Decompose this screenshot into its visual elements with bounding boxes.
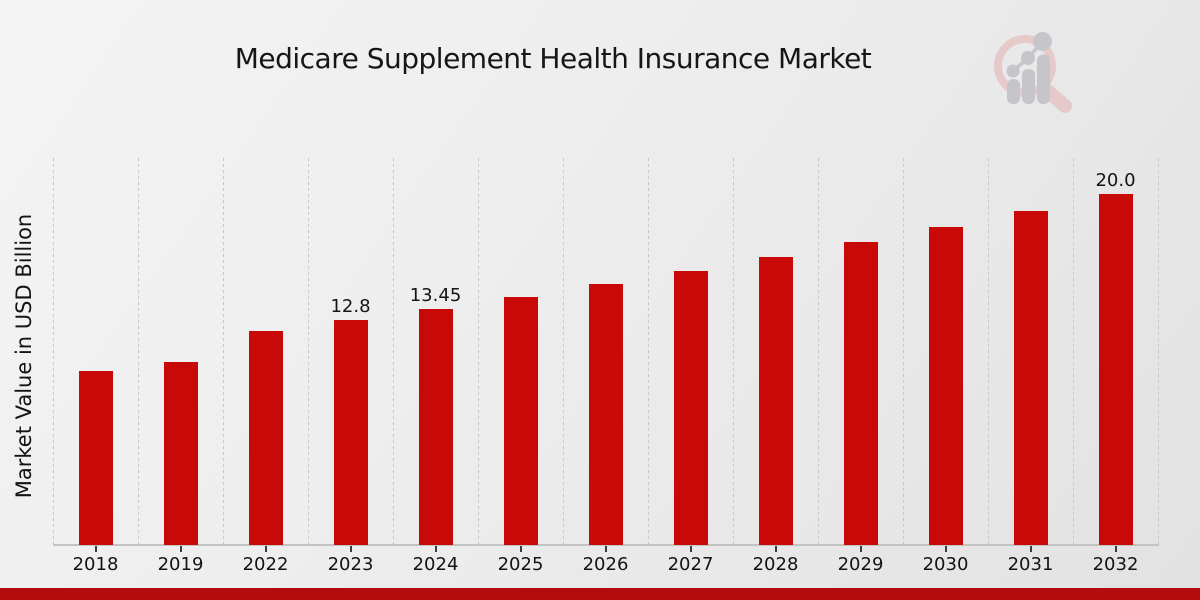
- x-axis-tick: [349, 546, 352, 552]
- gridline: [563, 158, 564, 545]
- x-axis-tick: [264, 546, 267, 552]
- x-axis-tick: [944, 546, 947, 552]
- x-axis-tick: [859, 546, 862, 552]
- value-label-2023: 12.8: [330, 296, 371, 317]
- bar-2024: [418, 309, 453, 545]
- x-tick-label-2027: 2027: [667, 554, 714, 575]
- x-tick-label-2023: 2023: [327, 554, 374, 575]
- x-tick-label-2032: 2032: [1092, 554, 1139, 575]
- x-tick-label-2019: 2019: [157, 554, 204, 575]
- gridline: [53, 158, 54, 545]
- x-axis-tick: [179, 546, 182, 552]
- x-axis-tick: [1114, 546, 1117, 552]
- bar-2022: [248, 331, 283, 545]
- gridline: [903, 158, 904, 545]
- gridline: [478, 158, 479, 545]
- bar-2019: [163, 362, 198, 545]
- bar-2023: [333, 320, 368, 545]
- x-tick-label-2025: 2025: [497, 554, 544, 575]
- chart-title: Medicare Supplement Health Insurance Mar…: [234, 42, 872, 75]
- footer-accent-strip: [0, 588, 1200, 600]
- gridline: [393, 158, 394, 545]
- bar-2028: [758, 257, 793, 545]
- x-axis-tick: [689, 546, 692, 552]
- x-axis-tick: [94, 546, 97, 552]
- brand-logo: [994, 32, 1072, 113]
- growth-bars-icon: [1006, 32, 1052, 104]
- x-tick-label-2026: 2026: [582, 554, 629, 575]
- value-label-2032: 20.0: [1095, 170, 1136, 191]
- x-tick-label-2029: 2029: [837, 554, 884, 575]
- gridline: [308, 158, 309, 545]
- x-tick-label-2030: 2030: [922, 554, 969, 575]
- gridline: [1158, 158, 1159, 545]
- x-tick-label-2018: 2018: [72, 554, 119, 575]
- x-tick-label-2031: 2031: [1007, 554, 1054, 575]
- x-tick-label-2022: 2022: [242, 554, 289, 575]
- x-tick-label-2028: 2028: [752, 554, 799, 575]
- gridline: [648, 158, 649, 545]
- x-tick-label-2024: 2024: [412, 554, 459, 575]
- x-axis-line: [53, 544, 1159, 546]
- gridline: [1073, 158, 1074, 545]
- gridline: [223, 158, 224, 545]
- bar-2027: [673, 271, 708, 545]
- bar-2026: [588, 284, 623, 545]
- bar-2029: [843, 242, 878, 545]
- gridline: [733, 158, 734, 545]
- bar-2031: [1013, 211, 1048, 545]
- gridline: [138, 158, 139, 545]
- bar-2018: [78, 371, 113, 545]
- gridline: [818, 158, 819, 545]
- x-axis-tick: [774, 546, 777, 552]
- x-axis-tick: [519, 546, 522, 552]
- x-axis-tick: [434, 546, 437, 552]
- x-axis-tick: [604, 546, 607, 552]
- bar-2025: [503, 297, 538, 545]
- value-label-2024: 13.45: [409, 285, 462, 306]
- x-axis-tick: [1029, 546, 1032, 552]
- bar-2030: [928, 227, 963, 545]
- bar-2032: [1098, 194, 1133, 545]
- gridline: [988, 158, 989, 545]
